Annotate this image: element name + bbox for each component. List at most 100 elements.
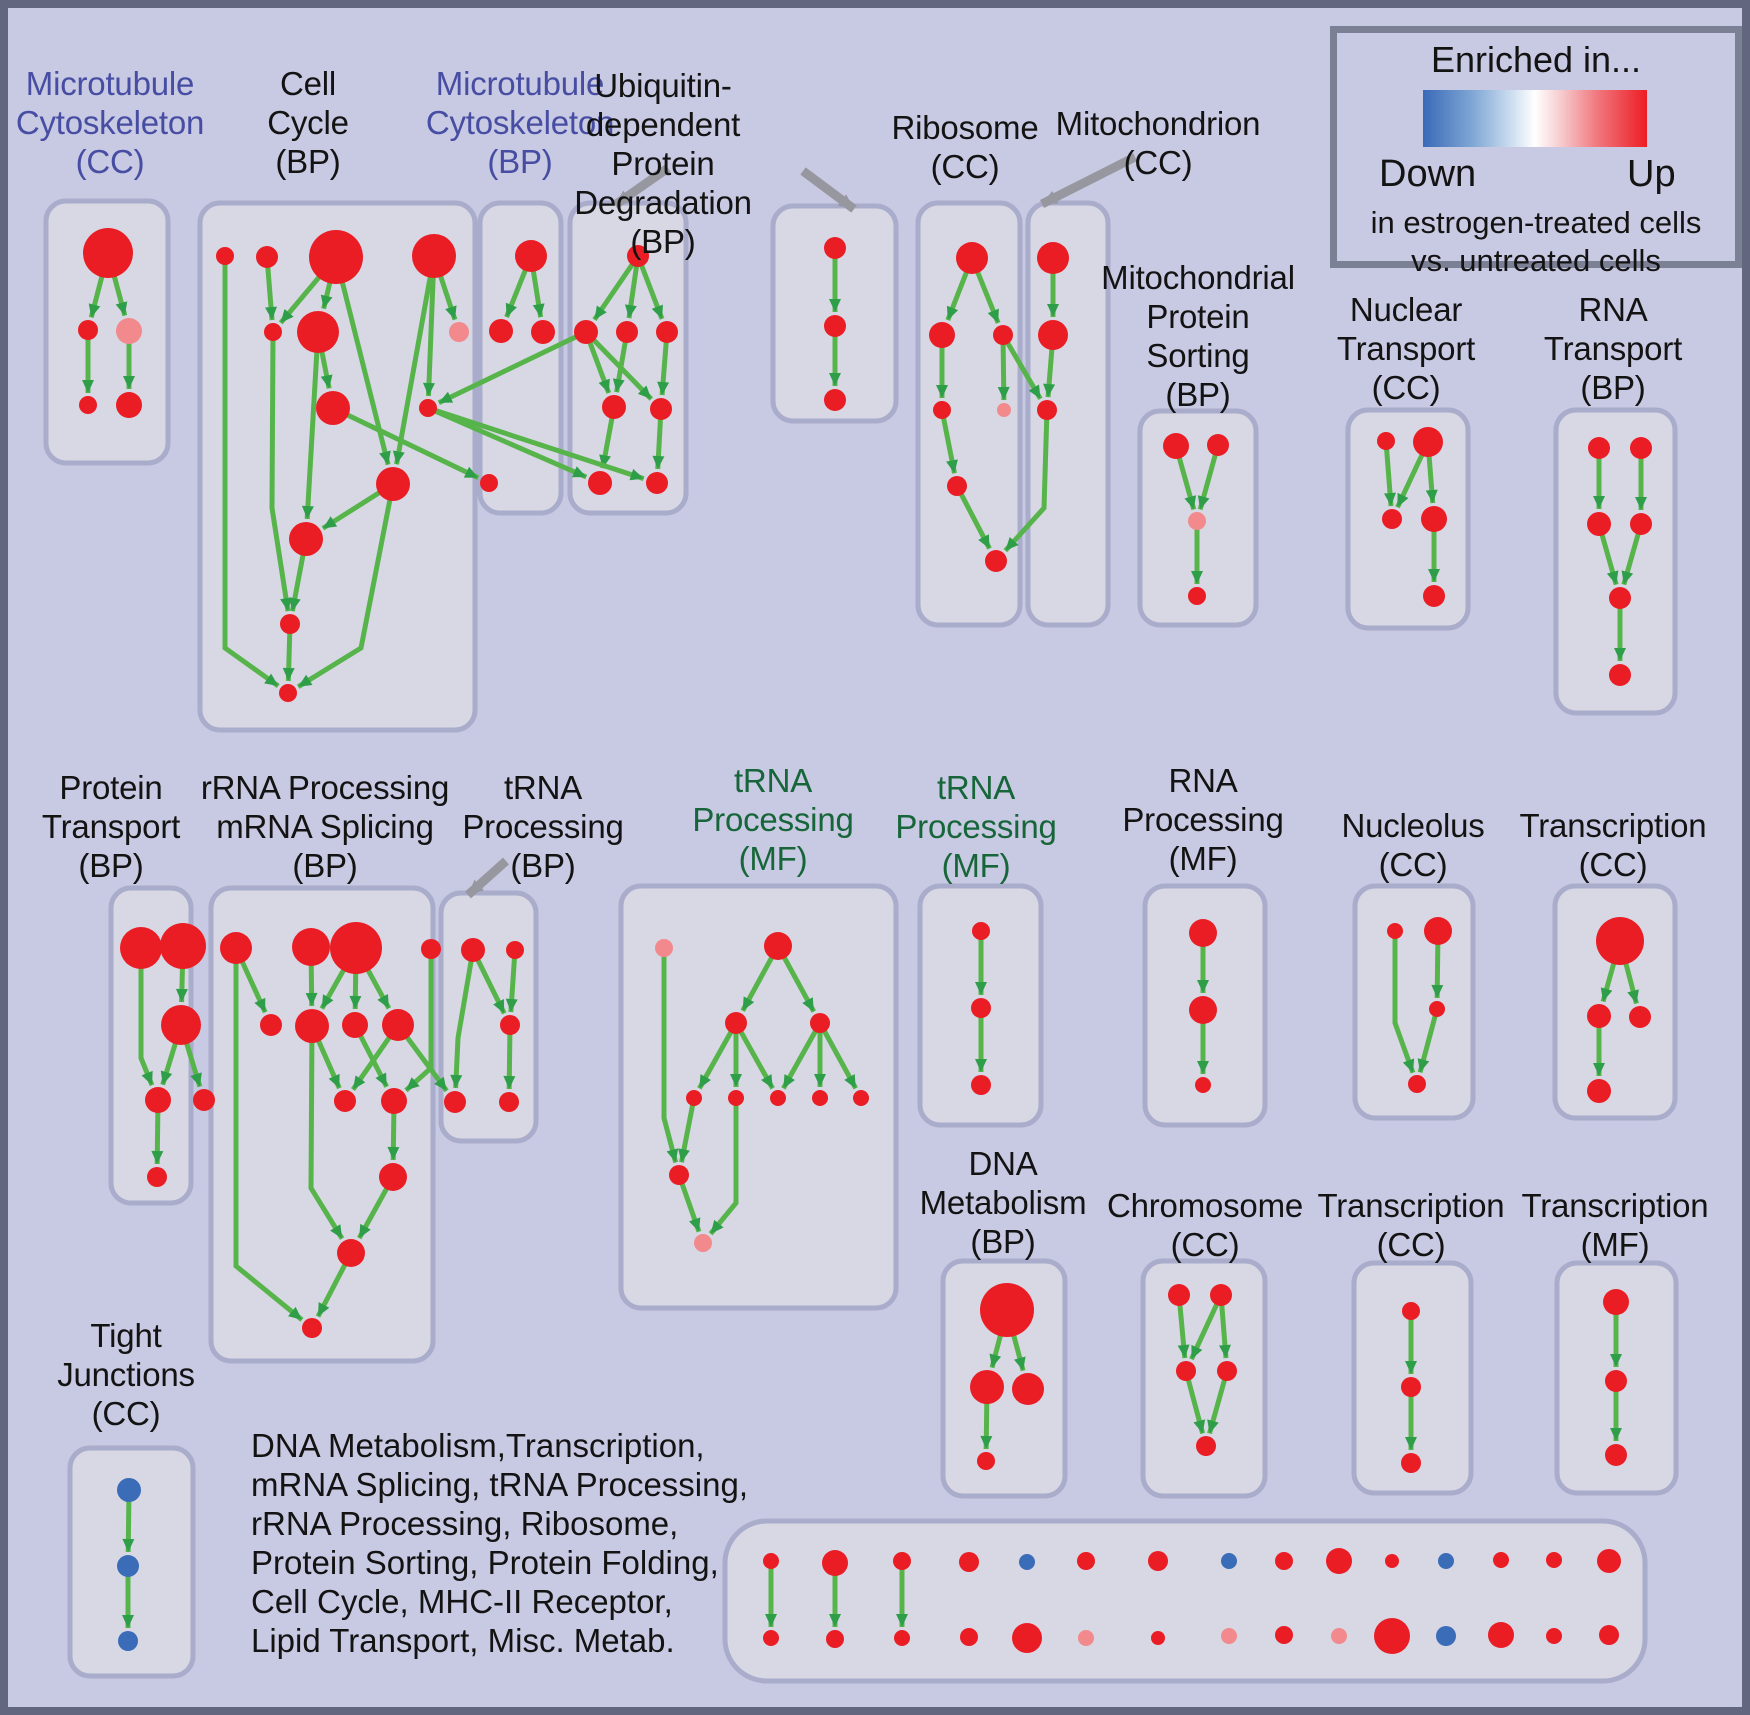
go-term-node-ubiquitin-protein-degradation-bp-2-2 [824, 389, 846, 411]
group-box-rna-transport-bp [1553, 407, 1678, 716]
go-term-node-ubiquitin-protein-degradation-bp-2 [616, 321, 638, 343]
go-term-node-cell-cycle-bp-4 [264, 323, 282, 341]
go-term-node-nuclear-transport-cc-3 [1421, 506, 1447, 532]
edge-arrow [661, 948, 679, 1164]
go-term-node-cell-cycle-bp-12 [279, 684, 297, 702]
go-term-node-rrna-processing-mrna-splicing-bp-0 [220, 932, 252, 964]
go-term-node-trna-processing-mf-1-4 [686, 1090, 702, 1106]
go-term-node-cell-cycle-bp-7 [316, 391, 350, 425]
go-term-node-miscellaneous-7 [1221, 1553, 1237, 1569]
go-term-node-dna-metabolism-bp-2 [1012, 1373, 1044, 1405]
go-term-node-protein-transport-bp-4 [193, 1089, 215, 1111]
go-term-node-mitochondrion-cc-1 [1038, 320, 1068, 350]
go-term-node-nuclear-transport-cc-4 [1423, 585, 1445, 607]
group-box-ubiquitin-protein-degradation-bp-2 [770, 203, 899, 424]
go-term-node-rrna-processing-mrna-splicing-bp-2 [330, 922, 382, 974]
go-term-node-rna-processing-mf-0 [1189, 919, 1217, 947]
group-box-dna-metabolism-bp [940, 1258, 1068, 1499]
legend-title: Enriched in... [1430, 39, 1642, 80]
go-term-node-dna-metabolism-bp-0 [980, 1283, 1034, 1337]
edge-arrow [296, 483, 396, 689]
go-term-node-protein-transport-bp-3 [145, 1087, 171, 1113]
go-term-node-ubiquitin-protein-degradation-bp-7 [646, 472, 668, 494]
go-term-node-mitochondrial-protein-sorting-bp-1 [1207, 434, 1229, 456]
go-term-node-miscellaneous-20 [1078, 1630, 1094, 1646]
go-term-node-transcription-mf-0 [1603, 1289, 1629, 1315]
go-term-node-cell-cycle-bp-10 [289, 522, 323, 556]
go-term-node-rna-processing-mf-1 [1189, 996, 1217, 1024]
go-term-node-transcription-cc-lower-2 [1401, 1453, 1421, 1473]
edge-arrow [138, 948, 155, 1087]
go-term-node-miscellaneous-29 [1599, 1625, 1619, 1645]
go-term-node-miscellaneous-11 [1438, 1553, 1454, 1569]
go-term-node-tight-junctions-cc-0 [117, 1478, 141, 1502]
go-term-node-transcription-cc-lower-0 [1402, 1302, 1420, 1320]
go-term-node-ubiquitin-protein-degradation-bp-2-1 [824, 315, 846, 337]
edge-arrow [422, 255, 437, 397]
go-term-node-cell-cycle-bp-11 [280, 614, 300, 634]
go-term-node-trna-processing-mf-1-1 [764, 932, 792, 960]
go-term-node-rrna-processing-mrna-splicing-bp-12 [302, 1318, 322, 1338]
go-term-node-cell-cycle-bp-2 [309, 230, 363, 284]
go-term-node-trna-processing-mf-1-7 [812, 1090, 828, 1106]
go-term-node-miscellaneous-15 [763, 1630, 779, 1646]
go-term-node-miscellaneous-14 [1597, 1549, 1621, 1573]
go-term-node-rrna-processing-mrna-splicing-bp-9 [381, 1088, 407, 1114]
go-term-node-trna-processing-mf-2-0 [972, 922, 990, 940]
legend-caption-line2: vs. untreated cells [1411, 243, 1661, 278]
legend-caption-line1: in estrogen-treated cells [1370, 205, 1702, 240]
group-box-chromosome-cc [1140, 1258, 1268, 1499]
go-term-node-cell-cycle-bp-0 [216, 247, 234, 265]
go-term-node-rna-transport-bp-2 [1587, 512, 1611, 536]
go-term-node-miscellaneous-5 [1077, 1552, 1095, 1570]
go-term-node-rna-transport-bp-1 [1630, 437, 1652, 459]
go-term-node-tight-junctions-cc-2 [118, 1631, 138, 1651]
go-term-node-chromosome-cc-1 [1210, 1284, 1232, 1306]
go-term-node-transcription-mf-2 [1605, 1444, 1627, 1466]
edge-arrow [1003, 409, 1050, 553]
go-term-node-dna-metabolism-bp-3 [977, 1452, 995, 1470]
label-callout-arrow [800, 167, 857, 213]
go-term-node-mitochondrial-protein-sorting-bp-3 [1188, 587, 1206, 605]
go-term-node-miscellaneous-24 [1331, 1628, 1347, 1644]
go-term-node-trna-processing-bp-4 [499, 1092, 519, 1112]
go-term-node-ubiquitin-protein-degradation-bp-6 [588, 471, 612, 495]
go-term-node-microtubule-cytoskeleton-bp-2 [531, 320, 555, 344]
edge-arrow [781, 1021, 823, 1090]
go-term-node-rrna-processing-mrna-splicing-bp-3 [421, 939, 441, 959]
go-term-node-miscellaneous-16 [826, 1630, 844, 1648]
go-term-node-miscellaneous-26 [1436, 1626, 1456, 1646]
edge-arrow [678, 1097, 697, 1163]
go-term-node-nucleolus-cc-3 [1408, 1075, 1426, 1093]
go-term-node-miscellaneous-9 [1326, 1548, 1352, 1574]
go-term-node-mitochondrial-protein-sorting-bp-2 [1188, 512, 1206, 530]
go-term-node-trna-processing-bp-3 [444, 1091, 466, 1113]
go-term-node-ubiquitin-protein-degradation-bp-4 [602, 395, 626, 419]
go-term-node-rrna-processing-mrna-splicing-bp-6 [342, 1012, 368, 1038]
edge-arrow [1392, 931, 1416, 1074]
color-legend: Enriched in... Down Up in estrogen-treat… [1330, 26, 1742, 278]
edge-arrow [505, 949, 518, 1013]
go-term-node-protein-transport-bp-1 [160, 923, 206, 969]
edge-arrow [592, 254, 641, 322]
go-term-node-transcription-cc-upper-3 [1587, 1079, 1611, 1103]
go-term-node-trna-processing-mf-2-1 [971, 998, 991, 1018]
go-term-node-trna-processing-mf-1-10 [694, 1234, 712, 1252]
go-term-node-chromosome-cc-3 [1217, 1361, 1237, 1381]
edge-arrow [392, 255, 437, 465]
edge-arrow [954, 484, 992, 550]
go-term-node-rna-transport-bp-5 [1609, 664, 1631, 686]
go-term-node-nuclear-transport-cc-2 [1382, 509, 1402, 529]
go-term-node-miscellaneous-13 [1546, 1552, 1562, 1568]
go-term-node-trna-processing-bp-2 [500, 1015, 520, 1035]
edge-arrow [697, 1021, 739, 1090]
go-term-node-rrna-processing-mrna-splicing-bp-5 [295, 1009, 329, 1043]
go-term-node-miscellaneous-4 [1019, 1554, 1035, 1570]
go-term-node-rna-transport-bp-4 [1609, 587, 1631, 609]
go-term-node-ribosome-cc-3 [933, 401, 951, 419]
go-term-node-rrna-processing-mrna-splicing-bp-8 [334, 1090, 356, 1112]
go-term-node-transcription-mf-1 [1605, 1370, 1627, 1392]
go-term-node-cell-cycle-bp-6 [449, 322, 469, 342]
go-term-node-cell-cycle-bp-3 [412, 234, 456, 278]
go-term-node-microtubule-cytoskeleton-bp-1 [489, 319, 513, 343]
